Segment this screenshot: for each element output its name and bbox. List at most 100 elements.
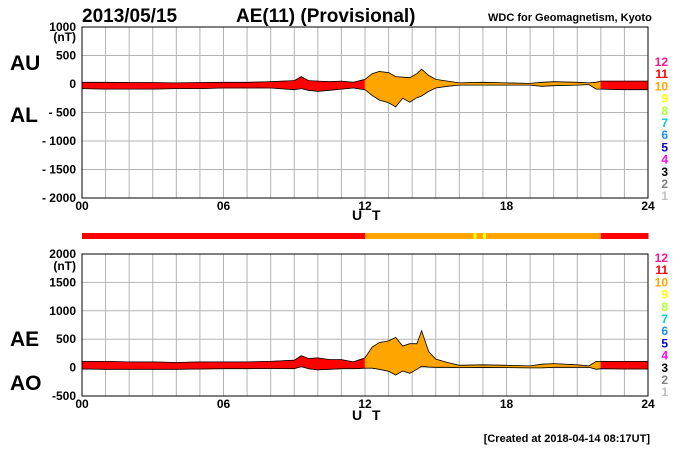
ae-ao-level-label: 5 <box>661 336 668 350</box>
activity-bar-segment <box>247 233 272 239</box>
data-source: WDC for Geomagnetism, Kyoto <box>488 12 652 24</box>
activity-bar-segment <box>435 233 460 239</box>
ae-ao-area-segment <box>428 350 437 368</box>
activity-bar-segment <box>105 233 130 239</box>
activity-bar-segment <box>341 233 366 239</box>
ae-ao-area-segment <box>395 336 404 376</box>
ae-ao-level-label: 6 <box>661 324 668 338</box>
au-al-area-segment <box>223 81 248 89</box>
ae-ao-area-segment <box>81 361 106 370</box>
ae-ao-area-segment <box>246 361 271 370</box>
activity-bar-segment <box>223 233 248 239</box>
au-al-x-ticks: 00 06 12 18 24 <box>75 199 655 213</box>
ae-ao-series-lower-line <box>81 365 648 376</box>
ae-ao-area-segment <box>128 361 154 370</box>
plot-date: 2013/05/15 <box>82 6 178 27</box>
ae-ao-x-label: U T <box>352 407 384 423</box>
ae-ao-level-label: 4 <box>661 349 668 363</box>
ae-ao-area-segment <box>176 361 201 370</box>
au-al-level-label: 5 <box>661 140 668 154</box>
au-al-x-tick-label: 18 <box>500 199 514 213</box>
ae-ao-x-tick-label: 00 <box>75 397 89 411</box>
ae-ao-y-tick-label: -500 <box>52 389 76 403</box>
ae-ao-area-segment <box>105 361 130 370</box>
plot-title: AE(11) (Provisional) <box>236 6 416 27</box>
activity-bar-segment <box>152 233 177 239</box>
ae-ao-area-segment <box>364 346 373 369</box>
au-al-level-label: 6 <box>661 128 668 142</box>
au-al-level-label: 2 <box>661 177 668 191</box>
au-al-area-segment <box>600 80 625 91</box>
ae-ao-level-label: 2 <box>661 373 668 387</box>
activity-bar-segment <box>294 233 319 239</box>
ae-ao-y-tick-label: 1500 <box>49 275 76 289</box>
ae-ao-x-tick-label: 12 <box>358 397 372 411</box>
ae-ao-y-tick-label: 2000 <box>49 247 76 261</box>
ae-ao-y-tick-label: 1000 <box>49 304 76 318</box>
au-al-y-tick-label: - 1500 <box>42 163 76 177</box>
ae-ao-x-tick-label: 24 <box>641 397 655 411</box>
au-al-level-label: 11 <box>655 67 668 81</box>
au-al-y-tick-label: - 1000 <box>42 134 76 148</box>
au-al-x-tick-label: 24 <box>641 199 655 213</box>
au-al-unit: (nT) <box>53 30 76 44</box>
au-al-x-label: U T <box>352 207 384 223</box>
activity-bar-segment <box>317 233 342 239</box>
activity-bar-segment <box>199 233 224 239</box>
ae-ao-series-upper-line <box>82 329 648 367</box>
activity-bar-segment <box>553 233 578 239</box>
au-al-level-label: 8 <box>661 104 668 118</box>
ae-ao-level-label: 1 <box>661 385 668 399</box>
activity-bar-segment <box>270 233 295 239</box>
au-al-area-segment <box>388 72 396 108</box>
au-al-area-segment <box>176 82 201 89</box>
au-al-level-label: 9 <box>661 92 668 106</box>
ae-ao-frame <box>81 253 649 397</box>
activity-bar-segment <box>459 233 484 239</box>
ae-ao-grid <box>82 254 648 396</box>
activity-bar-segment <box>388 233 413 239</box>
au-al-y-ticks: 1000 500 0 - 500 - 1000 - 1500 - 2000 <box>42 20 76 205</box>
created-stamp: [Created at 2018-04-14 08:17UT] <box>484 433 651 445</box>
activity-bar-segment <box>176 233 201 239</box>
ae-ao-level-label: 9 <box>661 288 668 302</box>
au-al-area-segment <box>199 81 224 89</box>
activity-bar-mark <box>482 233 486 239</box>
activity-bar-mark <box>473 233 477 239</box>
ae-ao-area-segment <box>223 361 248 370</box>
activity-bar-segment <box>624 233 649 239</box>
au-al-level-label: 4 <box>661 153 668 167</box>
au-al-level-label: 10 <box>655 79 669 93</box>
au-al-area-segment <box>246 81 271 89</box>
ae-ao-area-segment <box>600 361 625 370</box>
activity-bar-segment <box>365 233 390 239</box>
au-al-x-tick-label: 00 <box>75 199 89 213</box>
ae-ao-area <box>81 329 649 376</box>
au-label: AU <box>10 52 40 75</box>
ae-ao-area-segment <box>435 358 448 368</box>
ae-ao-level-label: 10 <box>655 275 669 289</box>
ae-ao-y-tick-label: 0 <box>69 361 76 375</box>
au-al-area-segment <box>308 80 319 92</box>
ae-ao-area-segment <box>378 340 389 372</box>
au-al-area <box>81 68 649 108</box>
activity-bar-segment <box>577 233 602 239</box>
ae-ao-x-tick-label: 18 <box>500 397 514 411</box>
ae-ao-level-label: 12 <box>655 251 669 265</box>
au-al-y-tick-label: - 2000 <box>42 191 76 205</box>
ae-ao-level-label: 3 <box>661 361 668 375</box>
au-al-area-segment <box>128 82 154 90</box>
ae-ao-x-ticks: 00 06 12 18 24 <box>75 397 655 411</box>
au-al-y-tick-label: 0 <box>69 77 76 91</box>
activity-color-bar <box>82 233 649 239</box>
ao-label: AO <box>10 372 42 395</box>
au-al-series-upper-line <box>82 68 648 84</box>
ae-ao-area-segment <box>308 357 319 371</box>
ae-ao-area-segment <box>624 361 649 370</box>
au-al-level-label: 1 <box>661 189 668 203</box>
activity-bar-segment <box>600 233 625 239</box>
